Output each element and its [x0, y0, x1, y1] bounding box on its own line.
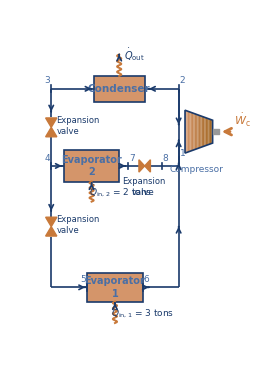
Polygon shape: [46, 118, 57, 127]
Polygon shape: [46, 217, 57, 227]
Polygon shape: [211, 120, 213, 144]
Polygon shape: [185, 110, 186, 153]
Polygon shape: [139, 160, 145, 172]
Text: 3: 3: [44, 76, 50, 85]
Text: Expansion
valve: Expansion valve: [122, 177, 165, 197]
Text: $\dot{W}_{\rm c}$: $\dot{W}_{\rm c}$: [234, 112, 251, 129]
Polygon shape: [192, 113, 193, 151]
Polygon shape: [190, 112, 192, 151]
Text: Evaporator
2: Evaporator 2: [61, 155, 122, 177]
Polygon shape: [186, 111, 188, 152]
Text: 4: 4: [45, 154, 50, 162]
Text: $\dot{Q}_{\rm in,2}$ = 2 tons: $\dot{Q}_{\rm in,2}$ = 2 tons: [89, 184, 153, 199]
Polygon shape: [46, 227, 57, 236]
Text: Evaporator
1: Evaporator 1: [85, 276, 145, 299]
Polygon shape: [188, 111, 189, 152]
Polygon shape: [198, 115, 199, 148]
Polygon shape: [209, 119, 210, 145]
Text: 6: 6: [144, 276, 149, 285]
Text: Compressor: Compressor: [169, 164, 223, 174]
Polygon shape: [189, 112, 190, 152]
Polygon shape: [193, 113, 195, 150]
Text: 5: 5: [81, 276, 86, 285]
Polygon shape: [46, 127, 57, 137]
Polygon shape: [206, 118, 207, 145]
Polygon shape: [210, 119, 211, 144]
Text: 7: 7: [129, 154, 135, 163]
Text: 1: 1: [180, 149, 185, 158]
FancyBboxPatch shape: [94, 76, 145, 102]
Text: 8: 8: [163, 154, 169, 163]
Polygon shape: [202, 116, 203, 147]
Polygon shape: [207, 118, 209, 145]
Text: $\dot{Q}_{\rm in,1}$ = 3 tons: $\dot{Q}_{\rm in,1}$ = 3 tons: [111, 305, 174, 320]
Text: $\dot{Q}_{\rm out}$: $\dot{Q}_{\rm out}$: [124, 46, 145, 63]
Polygon shape: [204, 117, 206, 146]
Polygon shape: [203, 117, 204, 147]
Polygon shape: [145, 160, 150, 172]
Polygon shape: [196, 114, 198, 149]
Polygon shape: [200, 116, 202, 148]
Text: Expansion
valve: Expansion valve: [56, 116, 100, 136]
FancyBboxPatch shape: [64, 150, 119, 182]
FancyBboxPatch shape: [87, 273, 142, 302]
Text: 2: 2: [180, 76, 185, 85]
Polygon shape: [199, 115, 200, 148]
Text: Expansion
valve: Expansion valve: [56, 215, 100, 235]
Text: Condenser: Condenser: [88, 84, 150, 94]
Polygon shape: [195, 114, 196, 150]
